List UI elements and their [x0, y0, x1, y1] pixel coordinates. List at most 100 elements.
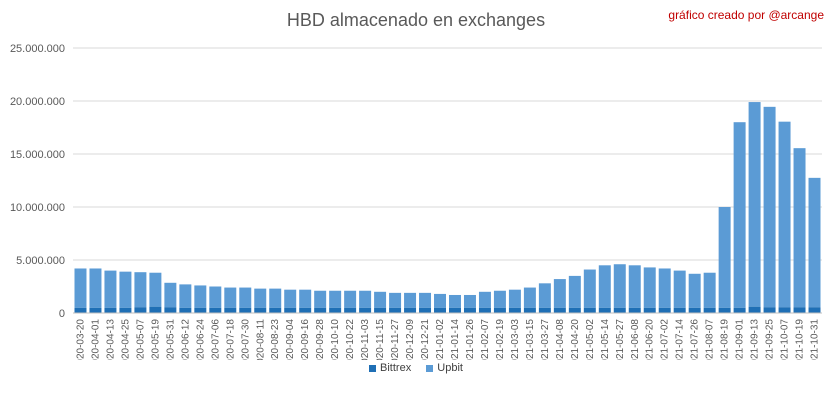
- x-tick-label: 2021-05-27: [615, 319, 626, 360]
- x-tick-label: 2021-08-19: [720, 319, 731, 360]
- bar-upbit: [583, 269, 596, 308]
- bar-bittrex: [164, 307, 177, 313]
- bar-upbit: [718, 207, 731, 308]
- bar-upbit: [149, 272, 162, 307]
- x-tick-label: 2020-07-06: [210, 319, 221, 360]
- x-tick-label: 2020-07-18: [225, 319, 236, 360]
- bar-bittrex: [89, 307, 102, 313]
- bar-bittrex: [194, 307, 207, 313]
- x-tick-label: 2020-11-27: [390, 319, 401, 360]
- bar-bittrex: [673, 307, 686, 313]
- x-tick-label: 2020-04-25: [120, 319, 131, 360]
- x-tick-label: 2021-04-20: [570, 319, 581, 360]
- x-tick-label: 2021-02-19: [495, 319, 506, 360]
- x-tick-label: 2020-05-19: [150, 319, 161, 360]
- bar-upbit: [643, 267, 656, 308]
- bar-upbit: [239, 287, 252, 308]
- bar-bittrex: [179, 307, 192, 313]
- bar-upbit: [613, 264, 626, 308]
- x-tick-label: 2020-05-31: [165, 319, 176, 360]
- bar-bittrex: [643, 307, 656, 313]
- bar-bittrex: [463, 307, 476, 313]
- x-tick-label: 2021-09-13: [750, 319, 761, 360]
- bar-bittrex: [434, 307, 447, 313]
- bar-upbit: [74, 268, 87, 308]
- bar-upbit: [598, 265, 611, 308]
- x-tick-label: 2020-04-13: [105, 319, 116, 360]
- y-tick-label: 5.000.000: [16, 255, 65, 267]
- x-tick-label: 2020-10-22: [345, 319, 356, 360]
- x-tick-label: 2020-04-01: [90, 319, 101, 360]
- x-tick-label: 2020-08-23: [270, 319, 281, 360]
- bar-bittrex: [119, 307, 132, 313]
- bar-upbit: [673, 270, 686, 308]
- bar-bittrex: [344, 307, 357, 313]
- bar-upbit: [359, 290, 372, 308]
- bar-upbit: [134, 272, 147, 308]
- bar-bittrex: [134, 307, 147, 313]
- bar-bittrex: [718, 307, 731, 313]
- bar-bittrex: [508, 307, 521, 313]
- bar-upbit: [463, 294, 476, 308]
- bar-upbit: [628, 265, 641, 308]
- bar-bittrex: [299, 307, 312, 313]
- bar-bittrex: [419, 307, 432, 313]
- bar-upbit: [329, 290, 342, 308]
- y-tick-label: 10.000.000: [10, 202, 65, 214]
- chart-credit: gráfico creado por @arcange: [668, 8, 824, 22]
- chart-legend: Bittrex Upbit: [0, 362, 832, 374]
- x-tick-label: 2021-10-07: [780, 319, 791, 360]
- bar-bittrex: [808, 307, 821, 313]
- bar-bittrex: [583, 307, 596, 313]
- bar-bittrex: [703, 307, 716, 313]
- bar-upbit: [224, 287, 237, 308]
- x-tick-label: 2021-01-14: [450, 319, 461, 360]
- x-tick-label: 2020-06-12: [180, 319, 191, 360]
- bar-upbit: [538, 283, 551, 308]
- bar-bittrex: [269, 307, 282, 313]
- bar-upbit: [179, 284, 192, 308]
- bar-upbit: [344, 290, 357, 308]
- chart-title: HBD almacenado en exchanges: [286, 10, 546, 30]
- x-tick-label: 2021-06-08: [630, 319, 641, 360]
- bar-bittrex: [568, 307, 581, 313]
- bar-upbit: [508, 289, 521, 308]
- x-tick-label: 2020-10-10: [330, 319, 341, 360]
- x-tick-label: 2021-05-02: [585, 319, 596, 360]
- bar-bittrex: [209, 307, 222, 313]
- y-tick-label: 0: [59, 308, 65, 320]
- legend-label-bittrex: Bittrex: [380, 362, 412, 374]
- legend-item-bittrex: Bittrex: [369, 362, 411, 374]
- x-tick-label: 2020-09-28: [315, 319, 326, 360]
- x-tick-label: 2021-03-03: [510, 319, 521, 360]
- bar-upbit: [419, 292, 432, 308]
- bar-bittrex: [763, 307, 776, 313]
- x-tick-label: 2021-05-14: [600, 319, 611, 360]
- bar-upbit: [374, 291, 387, 308]
- x-tick-label: 2021-08-07: [705, 319, 716, 360]
- bar-bittrex: [374, 307, 387, 313]
- bar-upbit: [119, 271, 132, 308]
- bar-upbit: [763, 106, 776, 308]
- x-tick-label: 2021-07-02: [660, 319, 671, 360]
- x-tick-label: 2021-02-07: [480, 319, 491, 360]
- bar-bittrex: [523, 307, 536, 313]
- bar-upbit: [448, 294, 461, 308]
- x-tick-label: 2021-09-25: [765, 319, 776, 360]
- bar-bittrex: [748, 306, 761, 313]
- bar-upbit: [314, 290, 327, 308]
- bar-upbit: [299, 289, 312, 308]
- bar-bittrex: [448, 307, 461, 313]
- x-tick-label: 2020-12-09: [405, 319, 416, 360]
- bar-upbit: [778, 121, 791, 308]
- axis-layer: 0 5.000.000 10.000.000 15.000.000 20.000.000…: [10, 43, 822, 360]
- bar-bittrex: [553, 307, 566, 313]
- bar-bittrex: [478, 307, 491, 313]
- chart-area: 0 5.000.000 10.000.000 15.000.000 20.000.000…: [10, 43, 822, 360]
- x-tick-label: 2021-03-27: [540, 319, 551, 360]
- bar-bittrex: [493, 307, 506, 313]
- legend-item-upbit: Upbit: [426, 362, 463, 374]
- x-tick-label: 2020-07-30: [240, 319, 251, 360]
- bar-upbit: [478, 291, 491, 308]
- x-tick-label: 2021-09-01: [735, 319, 746, 360]
